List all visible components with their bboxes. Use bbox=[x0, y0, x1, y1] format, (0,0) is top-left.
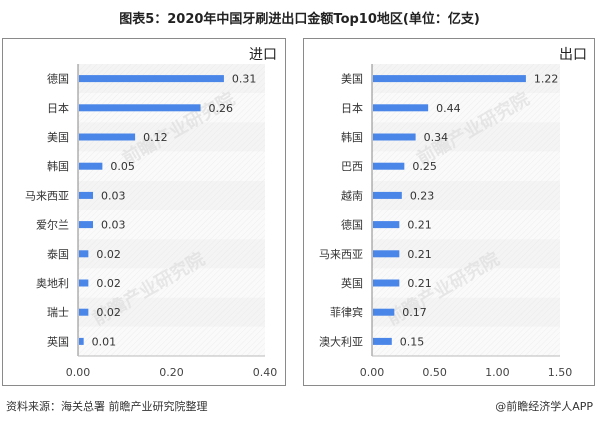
import-bar bbox=[79, 75, 224, 83]
export-bar bbox=[373, 250, 400, 258]
export-category-label: 德国 bbox=[341, 218, 363, 232]
import-category-label: 德国 bbox=[47, 72, 69, 86]
import-category-label: 马来西亚 bbox=[25, 189, 69, 202]
export-x-tick-label: 0.00 bbox=[360, 366, 385, 379]
import-bar bbox=[79, 308, 89, 316]
import-x-tick-label: 0.20 bbox=[159, 366, 184, 379]
export-value-label: 1.22 bbox=[534, 73, 559, 86]
import-category-label: 泰国 bbox=[47, 247, 69, 261]
export-value-label: 0.34 bbox=[424, 131, 449, 144]
import-category-label: 韩国 bbox=[47, 159, 69, 173]
import-value-label: 0.05 bbox=[110, 160, 135, 173]
export-category-label: 越南 bbox=[341, 188, 363, 202]
import-bar bbox=[79, 162, 103, 170]
export-panel-title: 出口 bbox=[559, 47, 587, 63]
import-value-label: 0.01 bbox=[92, 335, 117, 348]
export-chart-panel: 前瞻产业研究院 前瞻产业研究院 出口 0.00 0.50 1.00 1.50 美国 1.22 日本… bbox=[303, 38, 595, 386]
import-category-label: 美国 bbox=[47, 131, 69, 144]
export-category-label: 韩国 bbox=[341, 130, 363, 144]
export-x-tick-label: 1.00 bbox=[485, 366, 510, 379]
export-plot-hatch bbox=[372, 64, 560, 356]
import-bar bbox=[79, 337, 84, 345]
import-bar bbox=[79, 191, 94, 199]
export-category-label: 巴西 bbox=[341, 160, 363, 173]
export-category-label: 日本 bbox=[341, 101, 363, 115]
export-category-label: 美国 bbox=[341, 73, 363, 86]
export-bar bbox=[373, 191, 402, 199]
import-x-tick-label: 0.40 bbox=[253, 366, 278, 379]
import-value-label: 0.03 bbox=[101, 219, 126, 232]
import-panel-title: 进口 bbox=[249, 47, 277, 63]
export-bar bbox=[373, 75, 526, 83]
import-category-label: 瑞士 bbox=[47, 305, 69, 319]
export-value-label: 0.21 bbox=[407, 219, 432, 232]
import-value-label: 0.26 bbox=[209, 102, 234, 115]
export-category-label: 马来西亚 bbox=[319, 248, 363, 261]
import-category-label: 日本 bbox=[47, 101, 69, 115]
import-x-tick-label: 0.00 bbox=[66, 366, 91, 379]
import-value-label: 0.03 bbox=[101, 189, 126, 202]
export-bar bbox=[373, 337, 392, 345]
import-bar bbox=[79, 279, 89, 287]
import-value-label: 0.02 bbox=[96, 306, 121, 319]
export-bar bbox=[373, 133, 416, 141]
chart-title: 图表5：2020年中国牙刷进出口金额Top10地区(单位：亿支) bbox=[119, 12, 480, 27]
import-plot-hatch bbox=[78, 64, 265, 356]
export-x-tick-label: 1.50 bbox=[548, 366, 573, 379]
import-bar bbox=[79, 250, 89, 258]
import-category-label: 奥地利 bbox=[36, 276, 69, 290]
export-category-label: 澳大利亚 bbox=[319, 334, 363, 348]
export-bar bbox=[373, 308, 395, 316]
export-category-label: 菲律宾 bbox=[330, 305, 363, 319]
export-bar bbox=[373, 279, 400, 287]
export-bar bbox=[373, 162, 405, 170]
export-value-label: 0.15 bbox=[400, 335, 425, 348]
import-bar bbox=[79, 133, 136, 141]
export-value-label: 0.21 bbox=[407, 277, 432, 290]
export-bar bbox=[373, 221, 400, 229]
import-value-label: 0.12 bbox=[143, 131, 168, 144]
source-note: 资料来源：海关总署 前瞻产业研究院整理 bbox=[6, 400, 208, 413]
export-value-label: 0.25 bbox=[412, 160, 437, 173]
export-value-label: 0.23 bbox=[410, 189, 435, 202]
export-value-label: 0.21 bbox=[407, 248, 432, 261]
import-bar bbox=[79, 221, 94, 229]
export-value-label: 0.44 bbox=[436, 102, 461, 115]
import-category-label: 爱尔兰 bbox=[36, 219, 69, 232]
brand-note: @前瞻经济学人APP bbox=[495, 400, 593, 413]
export-bar bbox=[373, 104, 429, 112]
import-bar bbox=[79, 104, 201, 112]
export-value-label: 0.17 bbox=[402, 306, 427, 319]
import-chart-panel: 前瞻产业研究院 前瞻产业研究院 进口 0.00 0.20 0.40 德国 0.31 日本 0.26… bbox=[2, 38, 286, 386]
import-value-label: 0.31 bbox=[232, 73, 256, 86]
import-value-label: 0.02 bbox=[96, 277, 121, 290]
export-x-tick-label: 0.50 bbox=[422, 366, 447, 379]
import-category-label: 英国 bbox=[47, 334, 69, 348]
import-value-label: 0.02 bbox=[96, 248, 121, 261]
export-category-label: 英国 bbox=[341, 276, 363, 290]
